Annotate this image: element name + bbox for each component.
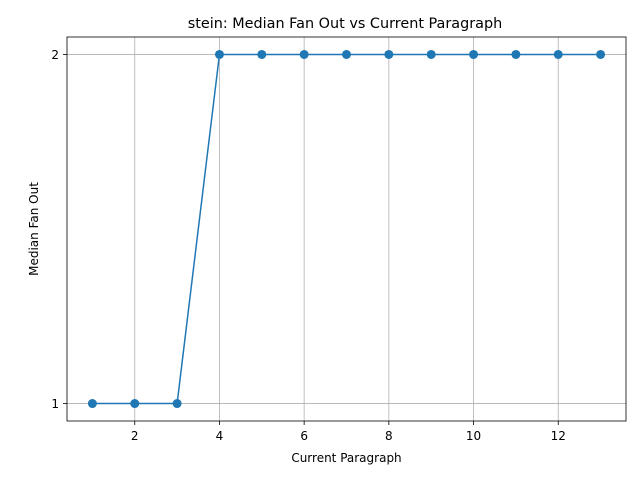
data-point [511, 49, 521, 59]
data-point [384, 49, 394, 59]
data-point [87, 399, 97, 409]
data-point [130, 399, 140, 409]
data-point [469, 49, 479, 59]
x-tick-label: 6 [300, 429, 308, 443]
data-point [342, 49, 351, 59]
x-tick-label: 12 [551, 429, 566, 443]
series-line [92, 53, 601, 405]
data-point [214, 49, 224, 59]
x-tick-label: 4 [216, 429, 224, 443]
x-tick-label: 8 [385, 429, 393, 443]
data-point [553, 49, 563, 59]
x-tick-label: 10 [466, 429, 481, 443]
data-point [172, 399, 182, 409]
plot-frame [66, 36, 627, 422]
x-axis-label: Current Paragraph [291, 451, 401, 465]
y-axis-label: Median Fan Out [27, 182, 41, 276]
data-point [257, 49, 267, 59]
x-tick-label: 2 [131, 429, 139, 443]
data-point [426, 49, 436, 59]
series [87, 49, 606, 409]
y-tick-label: 1 [51, 397, 59, 411]
grid [67, 37, 626, 421]
data-point [299, 49, 309, 59]
data-point [596, 49, 606, 59]
y-tick-label: 2 [51, 48, 59, 62]
chart-title: stein: Median Fan Out vs Current Paragra… [188, 16, 503, 32]
